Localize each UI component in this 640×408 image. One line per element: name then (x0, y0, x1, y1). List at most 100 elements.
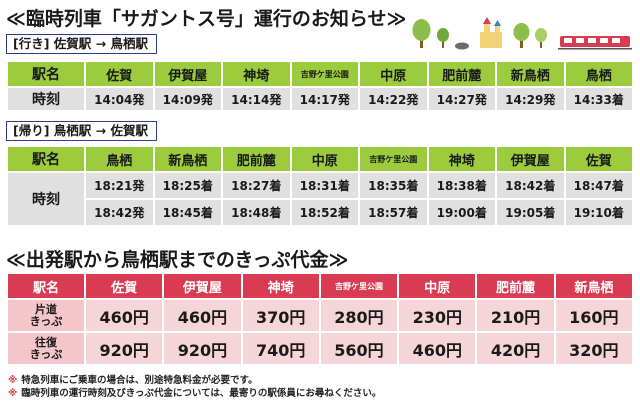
outbound-timetable: 駅名 佐賀 伊賀屋 神埼 吉野ケ里公園 中原 肥前麓 新鳥栖 鳥栖 時刻 14:… (6, 60, 634, 112)
station-cell: 伊賀屋 (164, 274, 241, 298)
time-cell: 18:48着 (223, 200, 290, 225)
note-text: 臨時列車の運行時刻及びきっぷ代金については、最寄りの駅係員にお尋ねください。 (21, 388, 382, 399)
fare-cell: 460円 (164, 300, 241, 331)
fare-type-line: 往復 (35, 335, 57, 349)
station-cell: 肥前麓 (428, 62, 495, 86)
fare-cell: 370円 (242, 300, 319, 331)
station-cell: 伊賀屋 (154, 62, 221, 86)
fare-type-line: きっぷ (29, 314, 63, 328)
time-row: 時刻 18:21発 18:25着 18:27着 18:31着 18:35着 18… (8, 173, 632, 225)
station-header-row: 駅名 佐賀 伊賀屋 神埼 吉野ケ里公園 中原 肥前麓 新鳥栖 鳥栖 (8, 62, 632, 86)
outbound-direction-label: [行き] 佐賀駅 → 鳥栖駅 (6, 34, 157, 54)
note-line: ※ 特急列車にご乗車の場合は、別途特急料金が必要です。 (8, 374, 381, 387)
time-cell: 18:47着 (565, 173, 632, 198)
station-cell: 鳥栖 (565, 62, 632, 86)
fare-cell: 460円 (86, 300, 163, 331)
fare-row: 往復 きっぷ 920円 920円 740円 560円 460円 420円 320… (8, 333, 632, 364)
station-cell: 吉野ケ里公園 (291, 62, 358, 86)
time-cell: 18:42着 (497, 173, 564, 198)
time-cell: 14:04発 (86, 88, 153, 110)
fare-cell: 160円 (555, 300, 632, 331)
station-header-cell: 駅名 (8, 274, 84, 298)
time-label-cell: 時刻 (8, 173, 84, 225)
time-cell: 14:33着 (565, 88, 632, 110)
tree-icon (513, 23, 530, 48)
fare-cell: 230円 (399, 300, 476, 331)
station-cell: 伊賀屋 (497, 147, 564, 171)
fare-type-label: 片道 きっぷ (8, 300, 84, 331)
fare-type-line: 片道 (35, 302, 57, 316)
time-cell: 14:14発 (223, 88, 290, 110)
train-icon (558, 36, 632, 50)
return-direction-label: [帰り] 鳥栖駅 → 佐賀駅 (6, 121, 157, 141)
fare-cell: 210円 (477, 300, 554, 331)
fare-type-label: 往復 きっぷ (8, 333, 84, 364)
station-cell: 新鳥栖 (555, 274, 632, 298)
station-header-row: 駅名 鳥栖 新鳥栖 肥前麓 中原 吉野ケ里公園 神埼 伊賀屋 佐賀 (8, 147, 632, 171)
station-cell: 肥前麓 (223, 147, 290, 171)
time-cell: 18:52着 (291, 200, 358, 225)
time-cell: 18:25着 (154, 173, 221, 198)
fare-row: 片道 きっぷ 460円 460円 370円 280円 230円 210円 160… (8, 300, 632, 331)
tree-icon (437, 28, 449, 48)
time-cell: 18:27着 (223, 173, 290, 198)
time-cell: 19:05着 (497, 200, 564, 225)
time-cell: 14:29発 (497, 88, 564, 110)
time-row: 時刻 14:04発 14:09発 14:14発 14:17発 14:22発 14… (8, 88, 632, 110)
station-cell: 神埼 (242, 274, 319, 298)
hedgehog-icon (455, 42, 469, 50)
fare-type-line: きっぷ (29, 347, 63, 361)
tree-icon (535, 28, 547, 48)
time-cell: 18:57着 (360, 200, 427, 225)
station-cell: 佐賀 (86, 274, 163, 298)
station-cell: 佐賀 (565, 147, 632, 171)
fare-cell: 420円 (477, 333, 554, 364)
time-cell: 19:00着 (428, 200, 495, 225)
time-cell: 18:31着 (291, 173, 358, 198)
station-cell: 神埼 (428, 147, 495, 171)
time-cell: 18:38着 (428, 173, 495, 198)
time-cell: 14:09発 (154, 88, 221, 110)
decorative-illustration (412, 17, 632, 50)
station-cell: 鳥栖 (86, 147, 153, 171)
fare-cell: 280円 (320, 300, 398, 331)
station-header-row: 駅名 佐賀 伊賀屋 神埼 吉野ケ里公園 中原 肥前麓 新鳥栖 (8, 274, 632, 298)
station-cell: 吉野ケ里公園 (360, 147, 427, 171)
tree-icon (412, 19, 431, 48)
note-mark: ※ (8, 375, 18, 386)
station-cell: 中原 (291, 147, 358, 171)
castle-icon (480, 17, 502, 48)
time-cell: 19:10着 (565, 200, 632, 225)
time-cell: 18:45着 (154, 200, 221, 225)
fare-cell: 740円 (242, 333, 319, 364)
time-cell: 14:17発 (291, 88, 358, 110)
return-timetable: 駅名 鳥栖 新鳥栖 肥前麓 中原 吉野ケ里公園 神埼 伊賀屋 佐賀 時刻 18:… (6, 145, 634, 227)
time-label-cell: 時刻 (8, 88, 84, 110)
time-cell: 18:21発 (86, 173, 153, 198)
fare-cell: 920円 (86, 333, 163, 364)
station-cell: 佐賀 (86, 62, 153, 86)
station-cell: 肥前麓 (477, 274, 554, 298)
fare-cell: 320円 (555, 333, 632, 364)
station-header-cell: 駅名 (8, 147, 84, 171)
note-mark: ※ (8, 388, 18, 399)
fare-table: 駅名 佐賀 伊賀屋 神埼 吉野ケ里公園 中原 肥前麓 新鳥栖 片道 きっぷ 46… (6, 272, 634, 366)
station-header-cell: 駅名 (8, 62, 84, 86)
station-cell: 新鳥栖 (154, 147, 221, 171)
note-line: ※ 臨時列車の運行時刻及びきっぷ代金については、最寄りの駅係員にお尋ねください。 (8, 387, 381, 400)
station-cell: 中原 (360, 62, 427, 86)
time-cell: 14:27発 (428, 88, 495, 110)
fare-cell: 560円 (320, 333, 398, 364)
note-text: 特急列車にご乗車の場合は、別途特急料金が必要です。 (21, 375, 258, 386)
time-cell: 14:22発 (360, 88, 427, 110)
station-cell: 新鳥栖 (497, 62, 564, 86)
fare-cell: 460円 (399, 333, 476, 364)
fare-cell: 920円 (164, 333, 241, 364)
station-cell: 吉野ケ里公園 (320, 274, 398, 298)
station-cell: 神埼 (223, 62, 290, 86)
page-title: ≪臨時列車「サガントス号」運行のお知らせ≫ (6, 8, 407, 30)
fare-section-title: ≪出発駅から鳥栖駅までのきっぷ代金≫ (6, 249, 349, 271)
time-cell: 18:42発 (86, 200, 153, 225)
time-cell: 18:35着 (360, 173, 427, 198)
notes: ※ 特急列車にご乗車の場合は、別途特急料金が必要です。 ※ 臨時列車の運行時刻及びき… (8, 374, 381, 400)
